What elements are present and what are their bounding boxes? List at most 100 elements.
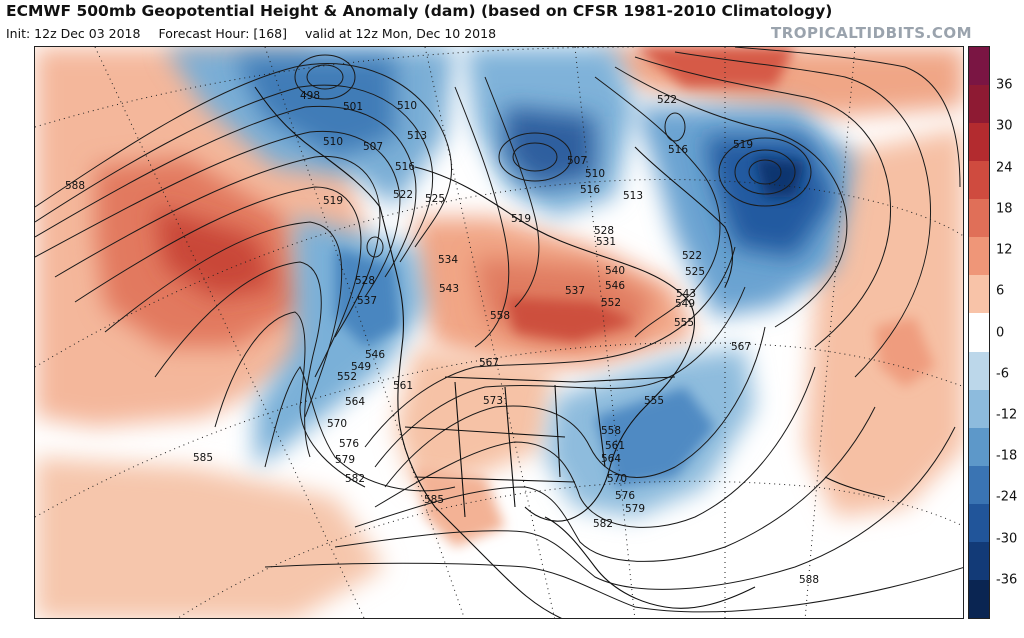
colorbar-segment: [969, 85, 989, 124]
contour-height-label: 564: [601, 453, 621, 465]
contour-height-label: 543: [439, 283, 459, 295]
contour-height-label: 546: [365, 349, 385, 361]
colorbar-segment: [969, 427, 989, 467]
contour-height-label: 513: [623, 190, 643, 202]
colorbar-segment: [969, 47, 989, 86]
contour-line: [35, 63, 453, 248]
colorbar-tick-label: 36: [996, 77, 1013, 93]
contour-height-label: 567: [479, 357, 499, 369]
init-time: Init: 12z Dec 03 2018: [6, 26, 141, 41]
contour-line: [264, 366, 456, 492]
colorbar: [968, 46, 990, 619]
contour-height-label: 573: [483, 395, 503, 407]
colorbar-segment: [969, 579, 989, 619]
contour-height-label: 549: [351, 361, 371, 373]
contour-height-label: 516: [580, 184, 600, 196]
contour-height-label: 519: [511, 213, 531, 225]
colorbar-tick-label: 6: [996, 283, 1005, 299]
colorbar-tick-label: -30: [996, 531, 1018, 547]
low-center-contour: [512, 142, 558, 172]
colorbar-segment: [969, 465, 989, 505]
colorbar-tick-label: -6: [996, 366, 1009, 382]
forecast-hour: Forecast Hour: [168]: [158, 26, 288, 41]
colorbar-tick-label: -24: [996, 489, 1018, 505]
contour-height-label: 585: [424, 494, 444, 506]
colorbar-segment: [969, 389, 989, 429]
contour-height-label: 546: [605, 280, 625, 292]
contour-line: [54, 155, 381, 338]
contour-height-label: 513: [407, 130, 427, 142]
contour-line: [35, 84, 434, 263]
colorbar-segment: [969, 161, 989, 200]
contour-height-label: 585: [193, 452, 213, 464]
colorbar-segment: [969, 123, 989, 162]
colorbar-segment: [969, 237, 989, 276]
negative-anomaly-shading: [165, 47, 855, 517]
colorbar-segment: [969, 351, 989, 391]
contour-height-label: 519: [733, 139, 753, 151]
contour-height-label: 531: [596, 236, 616, 248]
contour-height-label: 555: [674, 317, 694, 329]
colorbar-tick-label: 12: [996, 242, 1013, 258]
low-center-contour: [718, 137, 812, 207]
contour-line: [154, 261, 322, 458]
contour-height-label: 576: [615, 490, 635, 502]
contour-height-label: 522: [393, 189, 413, 201]
contour-line: [484, 76, 540, 308]
contour-height-label: 519: [323, 195, 343, 207]
contour-line: [634, 56, 892, 348]
contour-height-label: 522: [657, 94, 677, 106]
contour-height-label: 570: [607, 473, 627, 485]
contour-height-label: 561: [393, 380, 413, 392]
contour-line: [374, 366, 816, 528]
height-contours: [35, 47, 963, 613]
contour-height-label: 543: [676, 288, 696, 300]
colorbar-segment: [969, 275, 989, 314]
contour-line: [264, 562, 963, 613]
contour-height-label: 558: [490, 310, 510, 322]
brand-watermark: TROPICALTIDBITS.COM: [771, 24, 972, 42]
contour-height-label: 582: [345, 473, 365, 485]
contour-height-label: 498: [300, 90, 320, 102]
colorbar-tick-label: 0: [996, 325, 1005, 340]
colorbar-tick-label: -36: [996, 572, 1018, 588]
contour-height-label: 507: [567, 155, 587, 167]
contour-height-label: 510: [323, 136, 343, 148]
contour-height-label: 552: [601, 297, 621, 309]
contour-line: [594, 76, 721, 338]
low-center-contour: [664, 112, 686, 142]
contour-labels: 4985015075075105105105135135165165165195…: [65, 90, 819, 586]
contour-height-label: 540: [605, 265, 625, 277]
contour-height-label: 561: [605, 440, 625, 452]
colorbar-tick-label: 18: [996, 201, 1013, 217]
contour-height-label: 537: [357, 295, 377, 307]
colorbar-tick-label: 24: [996, 160, 1013, 176]
contour-height-label: 537: [565, 285, 585, 297]
contour-line: [334, 426, 956, 590]
contour-height-label: 516: [395, 161, 415, 173]
colorbar-segment: [969, 199, 989, 238]
map-panel: 498 501 507 507 510 510 510 513 513 516 516 516 519 5…: [34, 46, 964, 619]
contour-height-label: 534: [438, 254, 458, 266]
contour-height-label: 507: [363, 141, 383, 153]
contour-line: [674, 51, 932, 378]
contour-line: [214, 311, 366, 488]
contour-line: [35, 105, 417, 278]
low-center-contour: [734, 149, 796, 195]
contour-height-label: 528: [355, 275, 375, 287]
contour-height-label: 555: [644, 395, 664, 407]
colorbar-tick-label: -12: [996, 407, 1018, 423]
contour-height-label: 525: [685, 266, 705, 278]
contour-height-label: 522: [682, 250, 702, 262]
low-center-contour: [366, 236, 384, 258]
contour-line: [384, 326, 766, 488]
contour-height-label: 564: [345, 396, 365, 408]
map-title: ECMWF 500mb Geopotential Height & Anomal…: [6, 2, 833, 20]
colorbar-tick-label: -18: [996, 448, 1018, 464]
contour-height-label: 501: [343, 101, 363, 113]
contour-line: [364, 246, 736, 448]
contour-height-label: 588: [65, 180, 85, 192]
low-center-contour: [498, 132, 572, 182]
colorbar-segment: [969, 313, 989, 353]
contour-height-label: 510: [397, 100, 417, 112]
